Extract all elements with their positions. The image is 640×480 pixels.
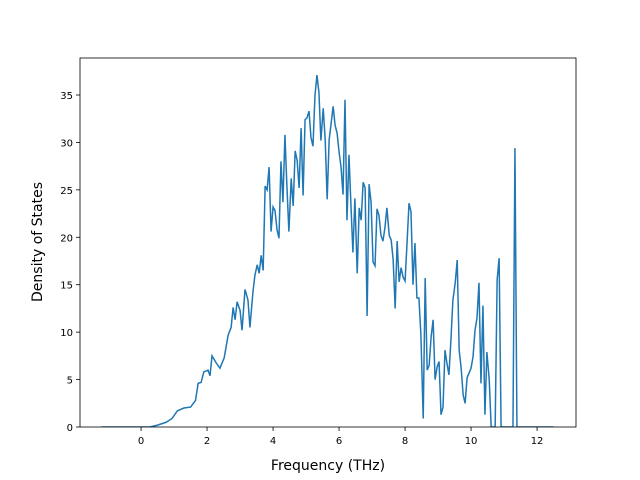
x-tick-label: 6 <box>336 436 342 447</box>
line <box>101 74 554 427</box>
y-tick-label: 0 <box>67 423 73 434</box>
x-tick-label: 8 <box>402 436 408 447</box>
x-tick-label: 2 <box>204 436 210 447</box>
y-tick-label: 10 <box>60 328 73 339</box>
plot-frame <box>79 57 577 428</box>
y-tick-label: 5 <box>67 376 73 387</box>
y-tick-label: 15 <box>60 281 73 292</box>
x-axis-label: Frequency (THz) <box>271 458 385 474</box>
x-tick-label: 0 <box>138 436 144 447</box>
y-tick-label: 30 <box>60 138 73 149</box>
y-tick-label: 35 <box>60 91 73 102</box>
x-tick-label: 12 <box>531 436 544 447</box>
x-tick-label: 10 <box>465 436 478 447</box>
y-tick-label: 20 <box>60 233 73 244</box>
y-axis-label: Density of States <box>30 182 46 302</box>
y-tick-label: 25 <box>60 186 73 197</box>
x-tick-label: 4 <box>270 436 276 447</box>
